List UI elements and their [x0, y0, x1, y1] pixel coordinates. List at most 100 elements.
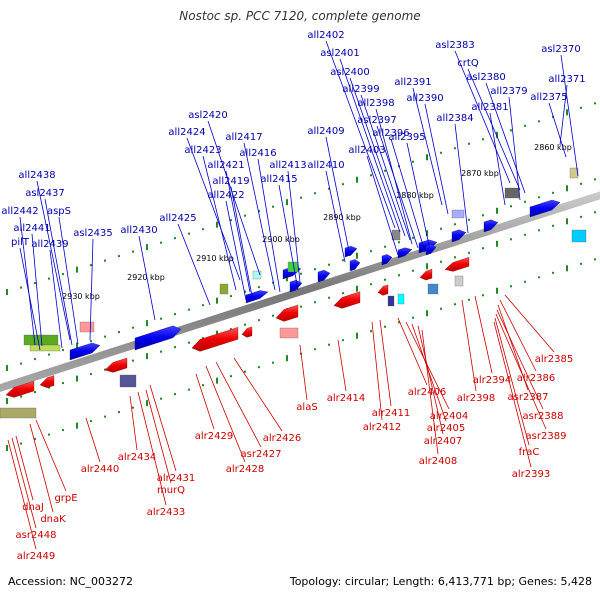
scale-tick [244, 290, 246, 293]
reverse-gene-label: alr2404 [430, 411, 468, 422]
feature-box [279, 327, 299, 339]
scale-tick [160, 350, 162, 353]
scale-tick [370, 250, 372, 253]
scale-tick [258, 366, 260, 369]
scale-tick [62, 273, 64, 276]
forward-leader-line [366, 155, 399, 256]
reverse-gene-label: fraC [519, 447, 540, 458]
forward-gene-label: asl2435 [73, 228, 113, 239]
scale-tick [6, 398, 8, 405]
scale-tick [132, 250, 134, 253]
forward-leader-line [360, 94, 411, 241]
scale-tick [412, 160, 414, 163]
scale-tick [370, 174, 372, 177]
scale-tick [566, 109, 568, 116]
reverse-gene-label: asr2427 [241, 449, 282, 460]
scale-tick [272, 314, 274, 317]
scale-tick [314, 268, 316, 271]
forward-leader-line [186, 137, 241, 281]
feature-box [397, 293, 405, 305]
scale-tick [580, 262, 582, 265]
feature-box [252, 270, 262, 280]
scale-tick [202, 304, 204, 307]
scale-label: 2900 kbp [262, 235, 300, 244]
scale-tick [454, 256, 456, 259]
reverse-gene-label: alr2406 [408, 387, 446, 398]
feature-box [387, 295, 395, 307]
forward-gene-label: all2417 [225, 132, 262, 143]
reverse-gene [275, 304, 299, 322]
scale-tick [510, 285, 512, 288]
reverse-gene-label: alr2412 [363, 422, 401, 433]
scale-tick [34, 282, 36, 285]
feature-box [219, 283, 229, 295]
scale-label: 2880 kbp [396, 191, 434, 200]
reverse-gene-label: alr2428 [226, 464, 264, 475]
scale-label: 2860 kbp [534, 143, 572, 152]
scale-tick [440, 151, 442, 154]
scale-tick [468, 298, 470, 301]
scale-tick [48, 277, 50, 280]
forward-gene-label: all2423 [184, 145, 221, 156]
scale-tick [76, 342, 78, 349]
forward-leader-line [138, 235, 156, 321]
scale-tick [90, 340, 92, 343]
scale-tick [314, 348, 316, 351]
scale-tick [510, 129, 512, 132]
forward-leader-line [548, 102, 567, 158]
scale-tick [594, 178, 596, 181]
forward-gene-label: asl2370 [541, 44, 581, 55]
reverse-gene-label: asr2388 [523, 411, 564, 422]
scale-tick [188, 388, 190, 391]
reverse-leader-line [379, 319, 392, 407]
reverse-gene [444, 257, 470, 272]
reverse-gene [5, 380, 35, 398]
forward-gene-label: all2410 [307, 160, 344, 171]
scale-label: 2930 kbp [62, 292, 100, 301]
forward-gene [134, 325, 182, 351]
forward-gene [349, 259, 361, 272]
reverse-gene [39, 375, 55, 388]
reverse-gene-label: alr2433 [147, 507, 185, 518]
scale-tick [314, 301, 316, 304]
forward-gene-label: all2384 [436, 113, 473, 124]
scale-tick [90, 373, 92, 376]
forward-gene-label: all2439 [31, 239, 68, 250]
forward-gene-label: aspS [47, 206, 71, 217]
reverse-leader-line [145, 389, 172, 484]
scale-tick [202, 228, 204, 231]
scale-tick [370, 330, 372, 333]
scale-tick [216, 330, 218, 337]
reverse-leader-line [499, 299, 537, 372]
reverse-gene [377, 284, 389, 296]
forward-leader-line [225, 170, 251, 293]
scale-tick [104, 415, 106, 418]
scale-tick [258, 286, 260, 289]
forward-leader-line [225, 200, 247, 301]
scale-tick [552, 191, 554, 194]
scale-tick [20, 362, 22, 365]
scale-tick [356, 176, 358, 183]
scale-tick [496, 240, 498, 247]
scale-tick [202, 384, 204, 387]
scale-tick [20, 395, 22, 398]
scale-tick [328, 263, 330, 266]
scale-tick [132, 326, 134, 329]
reverse-gene-label: alr2414 [327, 393, 365, 404]
scale-tick [48, 386, 50, 389]
scale-tick [524, 233, 526, 236]
scale-tick [90, 264, 92, 267]
scale-tick [356, 252, 358, 259]
scale-tick [300, 272, 302, 275]
scale-tick [216, 377, 218, 384]
forward-leader-line [58, 216, 79, 345]
reverse-leader-line [149, 384, 177, 472]
scale-tick [300, 196, 302, 199]
scale-tick [48, 433, 50, 436]
scale-tick [314, 192, 316, 195]
reverse-gene-label: asr2448 [16, 530, 57, 541]
scale-tick [454, 303, 456, 306]
scale-tick [440, 227, 442, 230]
forward-gene-label: all2413 [269, 160, 306, 171]
